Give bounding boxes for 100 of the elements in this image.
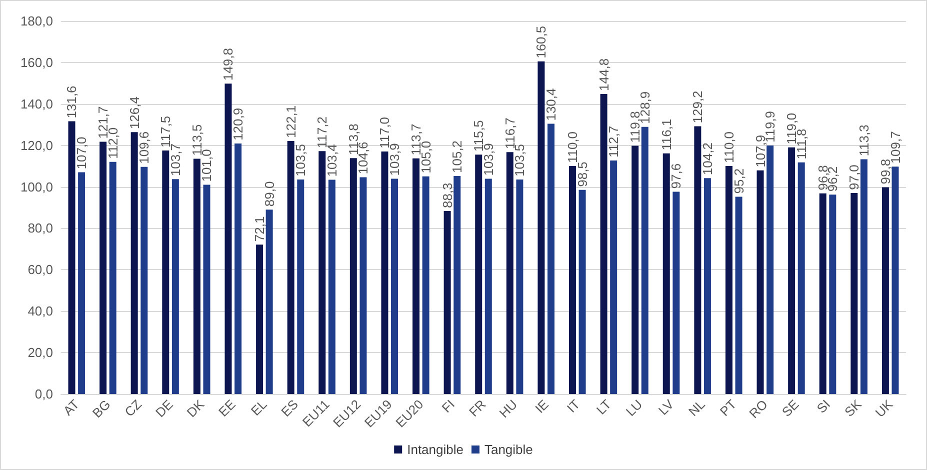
x-tick-label: SK [842,396,865,420]
bar [547,124,554,394]
bar [788,147,796,394]
bar [662,153,670,394]
bar [444,211,451,394]
bar [266,210,273,394]
data-label: 129,2 [690,90,706,124]
x-tick-label: IT [564,396,583,416]
bar [672,192,680,394]
bar [735,196,742,394]
data-label: 120,9 [230,108,246,140]
bar [454,176,461,394]
y-tick-label: 80,0 [28,220,53,236]
bar [882,187,889,394]
bar [297,180,304,394]
y-tick-label: 100,0 [20,179,53,194]
x-tick-label: CZ [122,396,145,420]
bar [860,159,868,394]
data-label: 97,0 [846,164,862,190]
x-tick-label: EE [216,396,239,420]
x-tick-label: FI [438,396,458,416]
bar [484,178,492,394]
bar [850,192,858,394]
bar [256,244,264,394]
bar [766,146,774,394]
data-label: 103,5 [293,144,308,177]
data-label: 121,7 [96,106,111,139]
bar [412,158,420,394]
bar [704,178,711,394]
bar [641,126,648,394]
x-tick-label: DK [184,396,208,420]
bar [892,166,899,394]
y-tick-label: 140,0 [20,96,53,112]
data-label: 110,0 [564,131,580,164]
data-label: 89,0 [262,181,277,207]
x-tick-label: LT [593,396,614,418]
bar [756,170,764,394]
bar [798,162,805,394]
data-label: 72,1 [252,216,268,242]
x-tick-label: LV [655,396,677,418]
bar [109,162,116,394]
bar [632,146,639,394]
data-label: 130,4 [543,88,558,121]
x-tick-label: ES [278,396,302,420]
data-label: 109,6 [136,131,152,164]
data-label: 126,4 [126,96,142,130]
bar [694,126,702,394]
bar [360,177,367,394]
x-tick-label: PT [716,396,740,420]
x-tick-label: HU [496,396,520,421]
data-label: 105,2 [450,140,465,173]
bar [506,152,514,394]
x-tick-label: BG [89,396,114,421]
x-tick-label: LU [622,396,646,420]
data-label: 97,6 [668,163,684,189]
bar [287,140,294,394]
data-label: 107,9 [752,134,768,168]
data-label: 107,0 [74,136,90,170]
bar [224,84,232,394]
bar [234,143,242,394]
data-label: 116,7 [502,118,518,150]
y-tick-label: 180,0 [20,14,53,28]
bar [68,121,76,394]
bar [318,151,326,394]
bar [600,94,608,394]
data-label: 122,1 [283,105,298,138]
legend-label: Intangible [407,442,464,457]
bar [568,166,576,394]
x-tick-label: RO [746,396,770,422]
x-tick-label: SI [814,396,834,416]
data-label: 113,5 [189,124,204,156]
data-label: 160,5 [534,26,549,58]
bar [193,158,200,394]
bar [578,190,586,394]
legend-label: Tangible [484,442,533,457]
bar [475,154,482,394]
x-tick-label: FR [466,396,489,420]
bar [381,152,388,394]
bar [172,179,179,394]
x-tick-label: DE [152,396,176,420]
bar [829,194,836,394]
x-tick-label: SE [778,396,802,420]
data-label: 117,2 [314,116,330,148]
y-tick-label: 40,0 [28,304,53,319]
bar [350,158,357,394]
data-label: 131,6 [64,86,80,118]
bar [130,132,138,394]
x-tick-label: AT [60,396,82,418]
bar [328,180,336,394]
data-label: 104,2 [700,142,715,176]
y-tick-label: 120,0 [20,138,53,153]
data-label: 110,0 [721,131,736,164]
bar [725,166,732,394]
bar [819,193,826,394]
data-label: 149,8 [220,48,236,81]
bar [140,166,148,394]
y-tick-label: 0,0 [34,386,53,402]
data-label: 113,3 [856,124,872,156]
data-label: 144,8 [596,58,612,91]
y-tick-label: 20,0 [28,345,53,360]
